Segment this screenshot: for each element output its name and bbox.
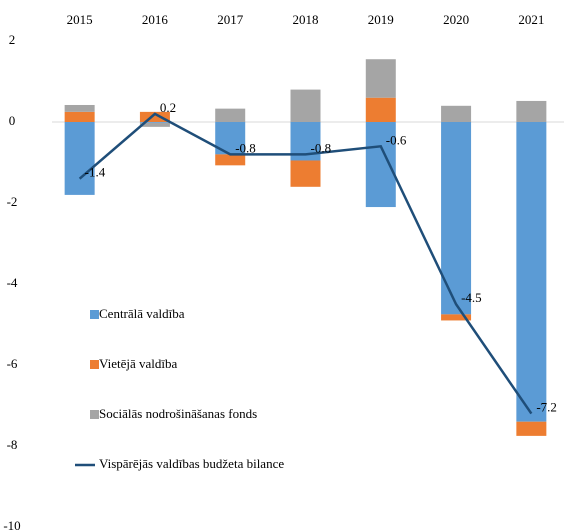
x-tick-label: 2016 (142, 12, 169, 27)
data-label: -7.2 (536, 400, 557, 415)
x-tick-label: 2015 (67, 12, 93, 27)
y-tick-label: -6 (7, 356, 18, 371)
legend-label: Sociālās nodrošināšanas fonds (99, 406, 257, 421)
legend-label: Vietējā valdība (99, 356, 177, 371)
data-label: -1.4 (85, 165, 106, 180)
bar-segment (516, 421, 547, 436)
bar-segment (139, 122, 170, 127)
bar-segment (441, 122, 472, 315)
data-label: -0.8 (235, 140, 256, 155)
bar-segment (290, 160, 321, 187)
bar-segment (365, 97, 396, 122)
y-tick-label: -10 (3, 518, 20, 532)
bar-segment (215, 108, 246, 122)
legend-label: Vispārējās valdības budžeta bilance (99, 456, 284, 471)
bar-segment (516, 100, 547, 122)
y-tick-label: 0 (9, 113, 16, 128)
bar-segment (516, 122, 547, 422)
legend-swatch (90, 360, 99, 369)
data-label: 0.2 (160, 100, 176, 115)
x-tick-label: 2018 (293, 12, 319, 27)
y-tick-label: -2 (7, 194, 18, 209)
bar-segment (441, 105, 472, 122)
x-tick-label: 2021 (518, 12, 544, 27)
bar-segment (64, 104, 95, 112)
data-label: -0.6 (386, 132, 407, 147)
legend-swatch (90, 310, 99, 319)
x-tick-label: 2017 (217, 12, 244, 27)
bar-segment (290, 89, 321, 122)
y-tick-label: 2 (9, 32, 16, 47)
data-label: -0.8 (311, 140, 332, 155)
bar-segment (64, 122, 95, 195)
bar-segment (64, 111, 95, 122)
line-series (78, 112, 533, 415)
x-tick-label: 2020 (443, 12, 469, 27)
bar-segment (365, 59, 396, 98)
legend-swatch (90, 410, 99, 419)
bar-segment (441, 314, 472, 321)
y-tick-label: -4 (7, 275, 18, 290)
legend-label: Centrālā valdība (99, 306, 185, 321)
bar-segment (215, 154, 246, 166)
bar-segment (139, 122, 170, 123)
data-label: -4.5 (461, 290, 482, 305)
bar-segment (139, 111, 170, 122)
x-tick-label: 2019 (368, 12, 394, 27)
y-tick-label: -8 (7, 437, 18, 452)
